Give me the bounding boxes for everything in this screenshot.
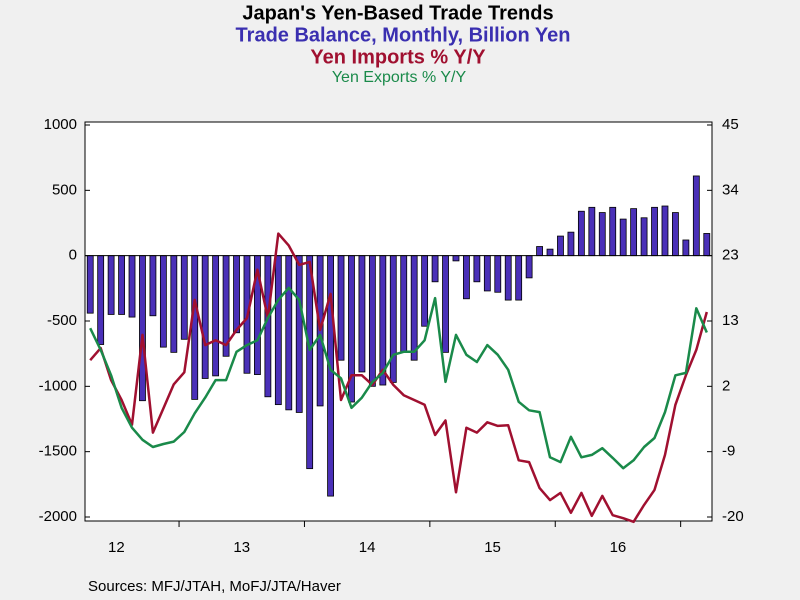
y-tick-label: -2000	[39, 508, 77, 525]
bar	[661, 205, 669, 257]
bar	[463, 255, 470, 300]
bar	[567, 231, 575, 257]
bar	[400, 255, 408, 353]
x-tick-label: 16	[610, 539, 627, 556]
bar	[285, 255, 293, 411]
bar	[546, 248, 554, 257]
x-tick-label: 12	[108, 539, 125, 556]
chart-title: Japan's Yen-Based Trade Trends	[242, 2, 553, 24]
bar	[672, 212, 679, 257]
bar	[598, 212, 606, 257]
source-note: Sources: MFJ/JTAH, MoFJ/JTA/Haver	[88, 578, 341, 595]
bar	[170, 255, 178, 353]
y2-tick-label: 45	[722, 116, 739, 133]
x-tick-label: 15	[484, 539, 501, 556]
x-tick-label: 14	[359, 539, 376, 556]
subtitle: Yen Exports % Y/Y	[332, 69, 467, 86]
bar	[306, 255, 314, 470]
bar	[442, 255, 449, 353]
plot-area	[84, 121, 713, 522]
bar	[609, 206, 617, 257]
subtitle: Yen Imports % Y/Y	[310, 46, 486, 68]
bar	[640, 217, 648, 257]
bar	[525, 255, 533, 279]
bar	[118, 255, 125, 315]
bar	[431, 255, 439, 283]
bar	[473, 255, 481, 283]
y-tick-label: -1000	[39, 377, 77, 394]
y-tick-label: 500	[52, 181, 77, 198]
bar	[588, 206, 596, 257]
y2-tick-label: -9	[722, 443, 735, 460]
bar	[692, 175, 700, 257]
y-tick-label: -1500	[39, 443, 77, 460]
y2-tick-label: 34	[722, 181, 739, 198]
line	[89, 286, 708, 470]
bar	[682, 239, 690, 257]
bar	[327, 255, 334, 497]
x-tick-label: 13	[233, 539, 250, 556]
bar	[515, 255, 523, 301]
bar	[274, 255, 282, 406]
bar	[295, 255, 303, 413]
bar	[452, 255, 460, 262]
bar	[86, 255, 94, 314]
bar	[379, 255, 387, 386]
bar	[619, 218, 627, 257]
bar	[368, 255, 376, 387]
bar	[159, 255, 167, 348]
bar	[483, 255, 491, 292]
bar	[504, 255, 512, 301]
bar	[139, 255, 146, 402]
bar	[107, 255, 115, 315]
bar	[389, 255, 397, 383]
line	[89, 232, 709, 524]
subtitle: Trade Balance, Monthly, Billion Yen	[236, 24, 571, 46]
y-tick-label: 0	[69, 247, 77, 264]
bar	[494, 255, 502, 293]
y2-tick-label: 13	[722, 312, 739, 329]
y-tick-label: 1000	[44, 116, 77, 133]
y2-tick-label: 2	[722, 377, 730, 394]
bar	[651, 206, 658, 257]
bar	[128, 255, 136, 318]
bar	[264, 255, 272, 398]
bar	[630, 208, 638, 257]
bar	[410, 255, 418, 361]
bar	[233, 255, 240, 334]
y2-tick-label: 23	[722, 247, 739, 264]
bar	[557, 235, 564, 257]
bar	[180, 255, 188, 340]
bar	[337, 255, 345, 361]
bar	[201, 255, 209, 379]
bar	[358, 255, 366, 373]
bar	[212, 255, 220, 377]
bar	[191, 255, 199, 400]
bar	[97, 255, 105, 345]
bar	[421, 255, 429, 327]
y2-tick-label: -20	[722, 508, 744, 525]
bar	[577, 210, 585, 257]
y-tick-label: -500	[47, 312, 77, 329]
bar	[703, 233, 711, 257]
bar	[536, 246, 543, 257]
bar	[149, 255, 157, 317]
